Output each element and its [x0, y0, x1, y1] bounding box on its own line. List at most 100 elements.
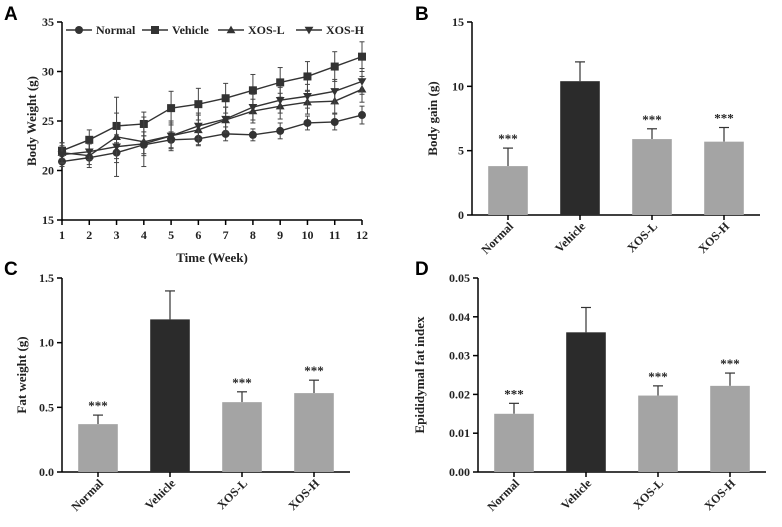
data-point-xos-h: [112, 143, 121, 152]
y-tick-label: 0.04: [449, 310, 470, 324]
category-label: XOS-L: [624, 219, 660, 255]
category-label: XOS-H: [285, 476, 322, 513]
series-line-xos-h: [61, 80, 363, 156]
y-tick-label: 0.00: [449, 465, 470, 479]
data-point-xos-h: [84, 148, 94, 157]
bar-normal: [494, 413, 534, 472]
significance-label: ***: [304, 363, 324, 378]
x-tick-label: 7: [223, 228, 229, 242]
category-label: Normal: [68, 476, 106, 514]
x-axis-title: Time (Week): [176, 250, 248, 265]
y-tick-label: 0.03: [449, 349, 470, 363]
x-tick-label: 6: [195, 228, 201, 242]
legend-label: Vehicle: [172, 23, 210, 37]
bar-xos-h: [710, 385, 750, 472]
data-point-xos-h: [193, 122, 203, 131]
bar-xos-h: [704, 141, 744, 215]
data-point-xos-h: [248, 103, 258, 112]
legend-marker-normal: [75, 26, 83, 34]
y-tick-label: 0.5: [39, 400, 54, 414]
significance-label: ***: [498, 131, 518, 146]
bar-vehicle: [566, 332, 606, 472]
data-point-xos-h: [166, 132, 176, 141]
data-point-vehicle: [276, 78, 285, 87]
y-tick-label: 20: [42, 164, 54, 178]
category-label: XOS-L: [630, 476, 666, 512]
bar-vehicle: [150, 319, 190, 472]
x-tick-label: 8: [250, 228, 256, 242]
data-point-normal: [358, 111, 366, 120]
data-point-vehicle: [358, 52, 366, 61]
category-label: Vehicle: [142, 476, 178, 512]
bar-xos-l: [222, 402, 262, 472]
data-point-xos-h: [357, 78, 367, 86]
bar-normal: [78, 424, 118, 472]
category-label: Normal: [478, 219, 516, 257]
significance-label: ***: [232, 375, 252, 390]
data-point-xos-h: [57, 151, 67, 160]
series-line-xos-l: [61, 88, 363, 157]
category-label: Vehicle: [558, 476, 594, 512]
data-point-xos-h: [303, 93, 312, 101]
y-tick-label: 0.0: [39, 465, 54, 479]
y-tick-label: 0: [458, 208, 464, 222]
category-label: XOS-H: [695, 219, 732, 256]
x-tick-label: 12: [356, 228, 368, 242]
panel-label-a: A: [4, 4, 18, 25]
data-point-vehicle: [330, 62, 339, 71]
x-tick-label: 10: [301, 228, 313, 242]
x-tick-label: 9: [277, 228, 283, 242]
legend-marker-xos-h: [304, 26, 314, 35]
data-point-vehicle: [194, 100, 203, 109]
significance-label: ***: [714, 111, 734, 126]
bar-normal: [488, 166, 528, 215]
data-point-vehicle: [248, 86, 257, 95]
category-label: XOS-H: [701, 476, 738, 513]
significance-label: ***: [642, 112, 662, 127]
data-point-vehicle: [303, 72, 312, 81]
x-tick-label: 5: [168, 228, 174, 242]
legend-label: Normal: [96, 23, 136, 37]
data-point-normal: [330, 117, 339, 126]
x-tick-label: 3: [114, 228, 120, 242]
x-tick-label: 2: [86, 228, 92, 242]
category-label: Vehicle: [552, 219, 588, 255]
bar-chart-fat-weight: 0.0 0.5 1.0 1.5 Fat weight (g) *** Normal Vehic…: [14, 271, 350, 514]
panel-label-b: B: [415, 4, 429, 25]
significance-label: ***: [648, 369, 668, 384]
y-tick-label: 1.5: [39, 271, 54, 285]
y-tick-label: 5: [458, 144, 464, 158]
y-tick-label: 0.01: [449, 426, 470, 440]
panel-label-c: C: [4, 259, 18, 280]
data-point-xos-h: [221, 115, 231, 124]
y-tick-label: 25: [42, 114, 54, 128]
significance-label: ***: [88, 398, 108, 413]
significance-label: ***: [720, 356, 740, 371]
y-tick-label: 30: [42, 65, 54, 79]
data-point-normal: [276, 126, 285, 135]
series-line-vehicle: [61, 55, 363, 152]
bar-xos-h: [294, 393, 334, 472]
data-point-vehicle: [167, 104, 176, 113]
category-label: Normal: [484, 476, 522, 514]
data-point-xos-h: [275, 97, 285, 105]
bar-vehicle: [560, 81, 600, 215]
y-tick-label: 0.05: [449, 271, 470, 285]
bar-chart-epididymal-fat-index: 0.00 0.01 0.02 0.03 0.04 0.05 Epididymal fat i…: [412, 271, 766, 514]
data-point-vehicle: [221, 94, 230, 103]
y-axis-title: Body Weight (g): [24, 76, 39, 166]
data-point-xos-h: [330, 88, 340, 96]
significance-label: ***: [504, 386, 524, 401]
y-tick-label: 15: [42, 213, 54, 227]
data-point-normal: [248, 130, 257, 139]
y-axis-title: Epididymal fat index: [412, 316, 427, 434]
legend-marker-xos-l: [226, 25, 236, 34]
data-point-vehicle: [85, 135, 94, 144]
data-point-normal: [221, 129, 230, 138]
legend-label: XOS-L: [248, 23, 285, 37]
data-point-normal: [303, 118, 312, 127]
x-tick-label: 11: [329, 228, 340, 242]
y-axis-title: Body gain (g): [425, 81, 440, 155]
y-tick-label: 35: [42, 15, 54, 29]
